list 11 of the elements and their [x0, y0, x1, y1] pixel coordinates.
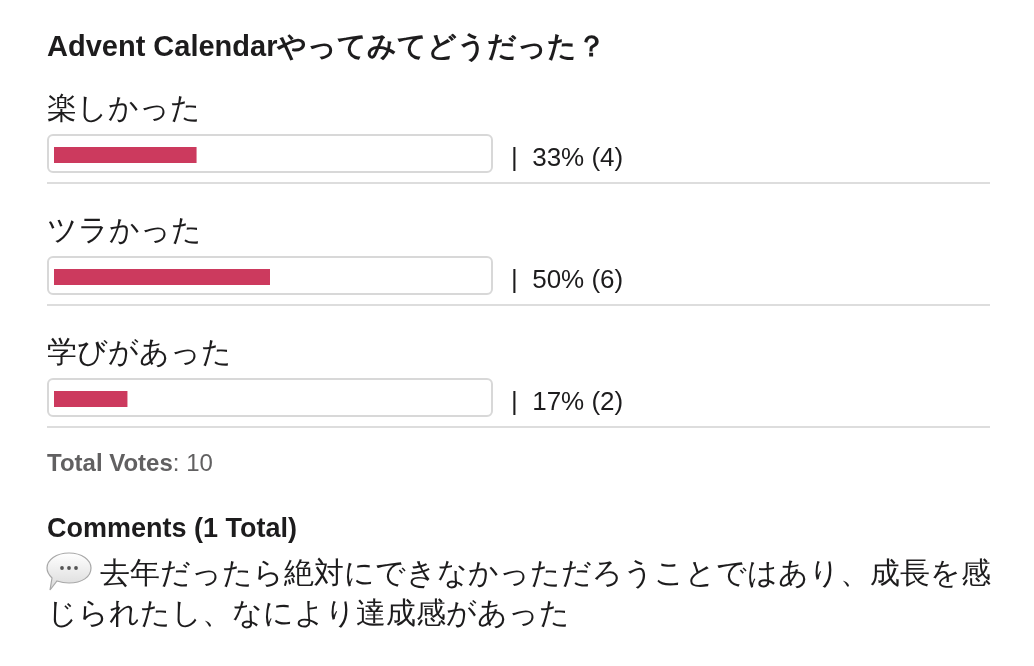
- category-label: ツラかった: [47, 213, 202, 246]
- value-label: | 17% (2): [511, 386, 624, 416]
- title: Advent Calendarやってみてどうだった？: [47, 30, 607, 62]
- annotation: Total Votes: 10: [47, 449, 213, 476]
- annotation: Comments (1 Total): [47, 513, 297, 543]
- category-label: 楽しかった: [47, 91, 201, 124]
- annotation: じられたし、なにより達成感があった: [47, 596, 570, 629]
- annotation: 去年だったら絶対にできなかっただろうことではあり、成長を感: [100, 556, 991, 589]
- value-label: | 33% (4): [511, 142, 624, 172]
- category-label: 学びがあった: [47, 335, 232, 368]
- value-label: | 50% (6): [511, 264, 624, 294]
